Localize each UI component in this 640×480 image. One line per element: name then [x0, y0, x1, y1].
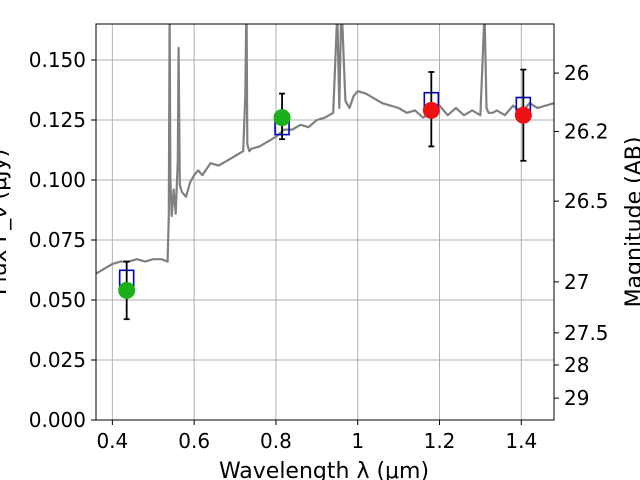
spectrum-line [96, 24, 554, 275]
x-axis-label: Wavelength λ (μm) [219, 459, 429, 480]
observed-points-series [118, 68, 532, 321]
y-tick-label: 0.125 [29, 108, 86, 132]
y-tick-label: 0.100 [29, 168, 86, 192]
magnitude-tick-label: 29 [564, 386, 589, 410]
y-tick-label: 0.050 [29, 288, 86, 312]
x-tick-label: 0.4 [96, 429, 128, 453]
x-tick-label: 0.6 [178, 429, 210, 453]
observed-point-marker [273, 109, 291, 127]
y-axis-ticks: 0.000 0.025 0.050 0.075 0.100 0.125 0.150 [29, 48, 96, 432]
y-axis-label-right: Magnitude (AB) [622, 137, 640, 308]
x-tick-label: 1.2 [424, 429, 456, 453]
magnitude-tick-label: 27 [564, 270, 589, 294]
y-tick-label: 0.075 [29, 228, 86, 252]
x-tick-label: 1 [351, 429, 364, 453]
y-axis-label-left: Flux F_ν (μJy) [0, 149, 12, 295]
observed-point-marker [514, 106, 532, 124]
plot-frame [95, 23, 555, 421]
observed-point-marker [118, 281, 136, 299]
magnitude-tick-label: 28 [564, 353, 589, 377]
y-tick-label: 0.150 [29, 48, 86, 72]
magnitude-axis-ticks: 26 26.2 26.5 27 27.5 28 29 [554, 61, 609, 410]
x-tick-label: 0.8 [260, 429, 292, 453]
x-axis-ticks: 0.4 0.6 0.8 1 1.2 1.4 [96, 420, 537, 453]
grid [96, 24, 554, 421]
magnitude-tick-label: 26 [564, 61, 589, 85]
spectrum-series [96, 24, 554, 275]
x-tick-label: 1.4 [505, 429, 537, 453]
y-tick-label: 0.000 [29, 408, 86, 432]
magnitude-tick-label: 26.2 [564, 119, 609, 143]
magnitude-tick-label: 26.5 [564, 189, 609, 213]
observed-point-marker [422, 101, 440, 119]
y-tick-label: 0.025 [29, 348, 86, 372]
magnitude-tick-label: 27.5 [564, 321, 609, 345]
